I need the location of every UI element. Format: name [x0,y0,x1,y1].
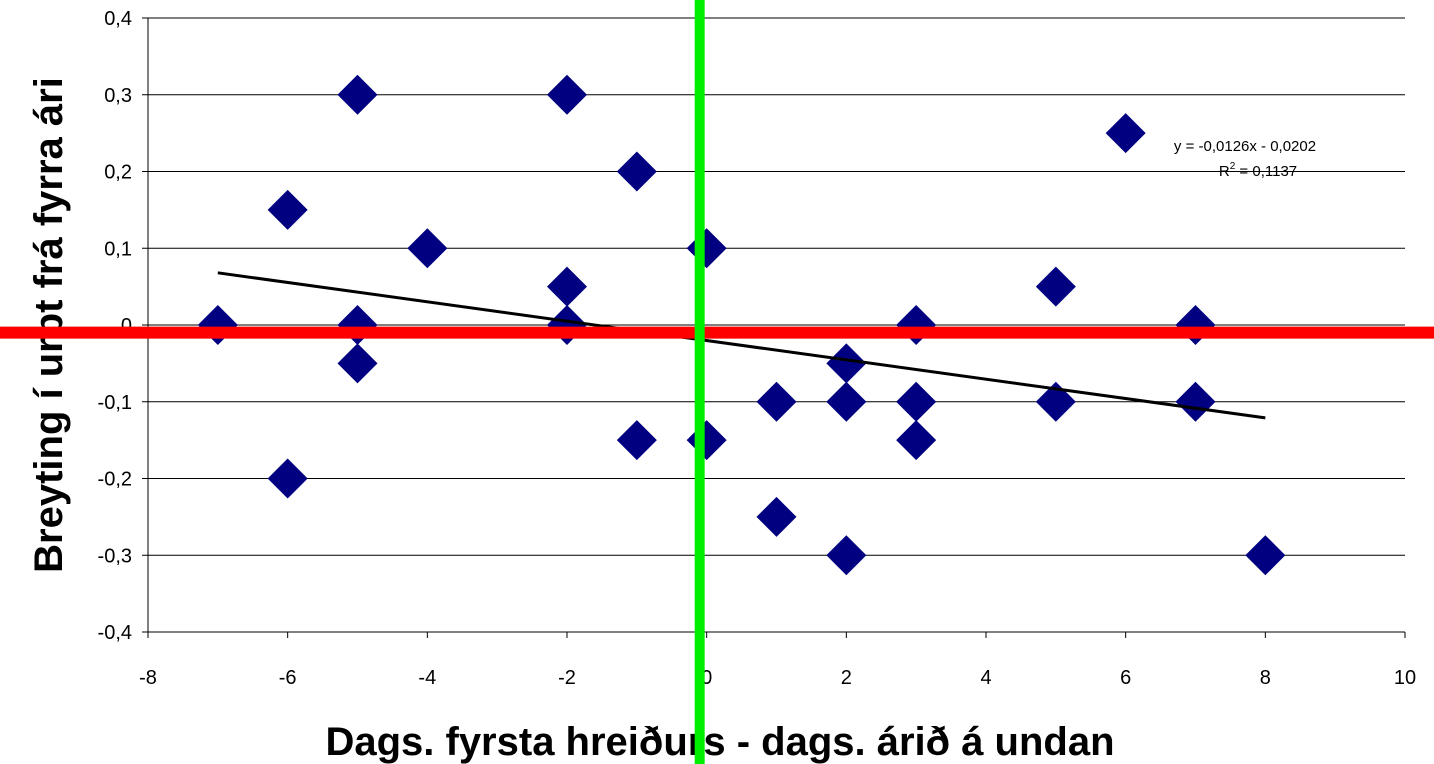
x-tick-label: -4 [418,667,436,689]
point [1245,535,1286,576]
x-tick-label: -8 [139,667,157,689]
y-tick-label: 0,4 [104,8,132,30]
point [826,535,867,576]
point [896,305,937,345]
x-tick-label: 6 [1120,667,1131,689]
x-axis-title: Dags. fyrsta hreiðurs - dags. árið á und… [325,720,1114,764]
x-tick-label: -2 [558,667,576,689]
point [1175,381,1216,422]
point [896,420,937,461]
point [547,266,587,307]
y-tick-label: -0,1 [98,392,132,414]
point [267,458,308,499]
y-tick-label: 0,2 [104,162,132,184]
y-tick-label: -0,2 [98,469,132,491]
x-tick-label: 8 [1260,667,1271,689]
point [407,228,448,269]
trendline [217,271,1266,420]
point [337,343,378,384]
point [616,420,657,461]
point [896,381,937,422]
point [1035,266,1076,307]
r-squared-base: R [1219,163,1230,180]
y-tick-label: -0,4 [98,622,132,644]
trendline-equation: y = -0,0126x - 0,0202 [1174,138,1316,155]
point [547,74,587,115]
r-squared-rest: = 0,1137 [1235,163,1297,180]
r-squared-sup: 2 [1230,161,1236,172]
point [756,381,797,422]
x-tick-label: 0 [701,667,712,689]
x-tick-label: 10 [1394,667,1416,689]
point [547,305,587,345]
x-tick-label: -6 [279,667,297,689]
point [337,74,378,115]
point [826,343,867,384]
point [337,305,378,345]
point [616,151,657,192]
point [1105,113,1146,154]
point [686,420,727,461]
r-squared: R2 = 0,1137 [1219,161,1297,180]
y-tick-label: 0,1 [104,238,132,260]
point [267,189,308,230]
x-tick-label: 2 [841,667,852,689]
y-tick-label: 0,3 [104,85,132,107]
point [1175,305,1216,345]
y-axis-title: Breyting í urpt frá fyrra ári [27,77,71,573]
point [197,305,238,345]
point [826,381,867,422]
y-tick-label: 0 [121,315,132,337]
point [756,496,797,537]
x-tick-label: 4 [980,667,991,689]
y-tick-label: -0,3 [98,545,132,567]
point [686,228,727,269]
